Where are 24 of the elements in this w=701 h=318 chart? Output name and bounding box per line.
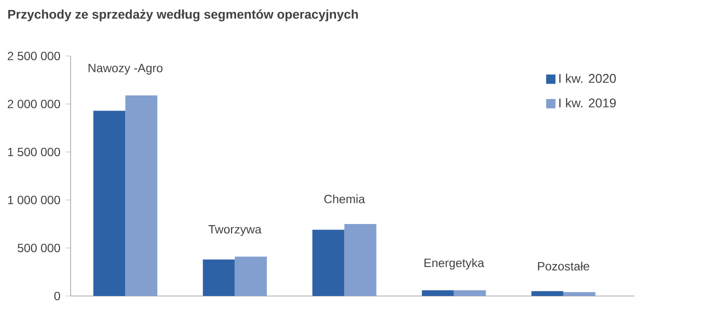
bar — [202, 260, 235, 296]
y-tick-label: 500 000 — [18, 244, 60, 252]
x-tick-label: Chemia — [324, 194, 366, 204]
bar — [312, 230, 344, 296]
x-tick-label: Pozostałe — [538, 262, 590, 270]
x-tick-label: Nawozy -Agro — [88, 64, 162, 75]
chart-title: Przychody ze sprzedaży według segmentów operacyjnych — [8, 9, 358, 22]
bar — [93, 110, 126, 296]
bar — [344, 224, 376, 296]
x-tick-label: Tworzywa — [208, 225, 262, 236]
bar — [125, 95, 158, 296]
bar — [563, 292, 596, 296]
bar — [422, 290, 454, 296]
bar — [454, 290, 486, 296]
x-tick-label: Energetyka — [424, 258, 484, 270]
y-tick-label: 1 500 000 — [8, 148, 60, 156]
legend-label: I kw. 2019 — [559, 98, 616, 108]
bar — [234, 256, 267, 296]
y-tick-label: 1 000 000 — [8, 196, 60, 204]
bar — [531, 291, 564, 296]
y-tick-label: 2 500 000 — [8, 52, 60, 60]
y-tick-label: 0 — [54, 292, 60, 300]
y-tick-label: 2 000 000 — [8, 100, 60, 108]
legend-label: I kw. 2020 — [559, 74, 616, 83]
